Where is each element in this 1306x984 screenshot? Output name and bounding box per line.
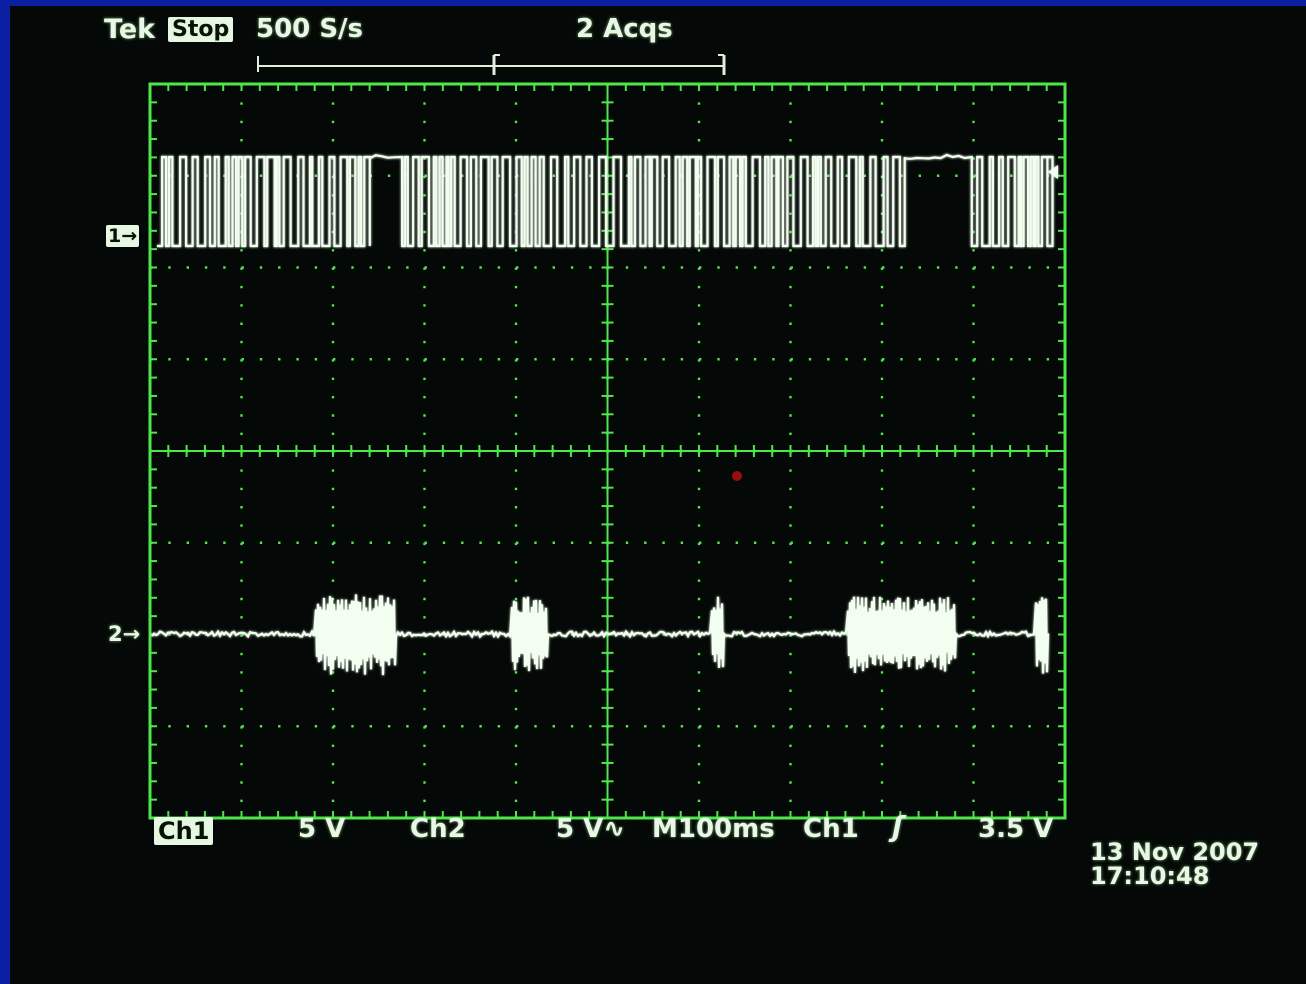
ch1-label: Ch1 (154, 817, 214, 845)
brand-logo: Tek (104, 14, 156, 45)
channel-1-trace (157, 153, 1058, 248)
graticule-grid (148, 82, 1067, 820)
trigger-level: 3.5 V (978, 814, 1054, 844)
capture-datetime: 13 Nov 2007 17:10:48 (1090, 840, 1259, 888)
ac-coupling-icon: ∿ (603, 814, 626, 844)
record-length-indicator (257, 54, 726, 75)
ch2-label: Ch2 (410, 814, 466, 844)
ch2-scale: 5 V∿ (556, 814, 626, 844)
channel-1-marker: 1→ (106, 225, 140, 247)
sample-rate-readout: 500 S/s (256, 14, 364, 44)
ch1-scale: 5 V (298, 814, 346, 844)
timebase-readout: M100ms (652, 814, 775, 844)
rising-edge-icon: ʃ (892, 810, 904, 843)
channel-2-trace (151, 594, 1050, 676)
status-badge: Stop (168, 17, 234, 42)
capture-date: 13 Nov 2007 (1090, 838, 1260, 866)
channel-2-marker: 2→ (108, 622, 141, 646)
acquisition-count: 2 Acqs (576, 14, 673, 44)
trigger-source: Ch1 (803, 814, 859, 844)
reflection-dot (732, 471, 742, 481)
capture-time: 17:10:48 (1090, 862, 1210, 890)
